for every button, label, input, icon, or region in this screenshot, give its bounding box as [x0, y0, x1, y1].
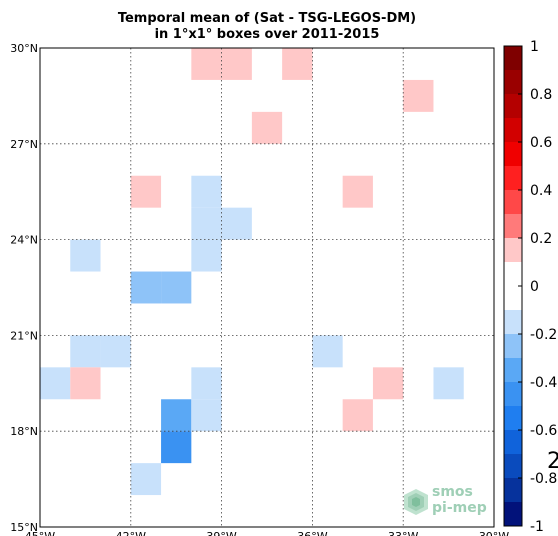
map-cell: [161, 271, 192, 304]
map-cell: [282, 48, 313, 80]
colorbar-swatch: [504, 214, 522, 238]
map-cell: [191, 367, 222, 400]
colorbar-swatch: [504, 334, 522, 358]
colorbar-swatch: [504, 118, 522, 142]
longitude-labels: 45°W 42°W 39°W 36°W 33°W 30°W: [25, 530, 509, 536]
colorbar-swatch: [504, 502, 522, 526]
colorbar-tick-label: -0.8: [530, 471, 557, 487]
colorbar-tick-label: -0.2: [530, 327, 557, 343]
colorbar-tick-label: -1: [530, 519, 544, 535]
colorbar-tick-label: 1: [530, 39, 539, 55]
map-cell: [161, 431, 192, 464]
colorbar-tick-label: 0.8: [530, 87, 552, 103]
lat-tick-label: 18°N: [10, 425, 38, 438]
colorbar: 1 0.8 0.6 0.4 0.2 0 -0.2 -0.4 -0.6 -0.8 -1: [503, 39, 557, 535]
colorbar-swatch: [504, 262, 522, 310]
colorbar-swatch: [504, 406, 522, 430]
colorbar-swatch: [504, 46, 522, 70]
colorbar-tick-label: -0.6: [530, 423, 557, 439]
colorbar-swatch: [504, 166, 522, 190]
colorbar-swatch: [504, 310, 522, 334]
colorbar-swatch: [504, 382, 522, 406]
map-cell: [130, 463, 162, 496]
smos-logo-icon: [404, 489, 428, 515]
plot-frame: [39, 47, 495, 528]
map-cell: [433, 367, 464, 400]
smos-pimep-watermark: smos pi-mep: [398, 483, 498, 523]
map-cell: [312, 335, 343, 368]
colorbar-tick-label: -0.4: [530, 375, 557, 391]
colorbar-tick-label: 0.4: [530, 183, 552, 199]
map-cell: [40, 367, 71, 400]
lat-tick-label: 30°N: [10, 42, 38, 55]
map-cell: [130, 175, 162, 208]
colorbar-swatch: [504, 454, 522, 478]
map-cell: [130, 271, 162, 304]
colorbar-swatch: [504, 190, 522, 214]
map-cell: [191, 399, 222, 432]
map-title-line-1: Temporal mean of (Sat - TSG-LEGOS-DM): [117, 11, 417, 26]
colorbar-swatch: [504, 430, 522, 454]
map-cell: [161, 399, 192, 432]
lat-tick-label: 27°N: [10, 138, 38, 151]
watermark-line-2: pi-mep: [432, 500, 487, 516]
colorbar-swatch: [504, 142, 522, 166]
map-title-line-2: in 1°x1° boxes over 2011-2015: [154, 27, 380, 42]
lat-tick-label: 24°N: [10, 234, 38, 247]
lon-tick-label: 30°W: [479, 530, 509, 536]
colorbar-swatch: [504, 478, 522, 502]
colorbar-tick-label: 0.6: [530, 135, 552, 151]
map-cell: [100, 335, 131, 368]
map-cell: [191, 207, 222, 240]
map-cell: [372, 367, 404, 400]
stray-glyph: 2: [547, 449, 558, 474]
colorbar-swatch: [504, 70, 522, 94]
latitude-labels: 30°N 27°N 24°N 21°N 18°N 15°N: [10, 42, 38, 534]
map-cell: [191, 48, 222, 80]
map-cell: [221, 48, 252, 80]
map-cell: [70, 367, 101, 400]
colorbar-swatch: [504, 238, 522, 262]
colorbar-tick-label: 0.2: [530, 231, 552, 247]
map-cell: [251, 111, 283, 144]
colorbar-tick-label: 0: [530, 279, 539, 295]
lat-tick-label: 15°N: [10, 521, 38, 534]
map-cell: [342, 399, 373, 432]
lon-tick-label: 36°W: [297, 530, 327, 536]
lon-tick-label: 42°W: [116, 530, 146, 536]
lon-tick-label: 33°W: [388, 530, 418, 536]
lon-tick-label: 45°W: [25, 530, 55, 536]
map-cell: [70, 239, 101, 272]
lon-tick-label: 39°W: [206, 530, 236, 536]
watermark-line-1: smos: [432, 484, 473, 500]
map-cell: [70, 335, 101, 368]
colorbar-swatch: [504, 94, 522, 118]
map-cell: [342, 175, 373, 208]
cells-layer: [40, 48, 464, 496]
lat-tick-label: 21°N: [10, 329, 38, 342]
map-cell: [191, 239, 222, 272]
map-cell: [221, 207, 252, 240]
colorbar-swatch: [504, 358, 522, 382]
map-cell: [191, 175, 222, 208]
map-cell: [403, 79, 434, 112]
